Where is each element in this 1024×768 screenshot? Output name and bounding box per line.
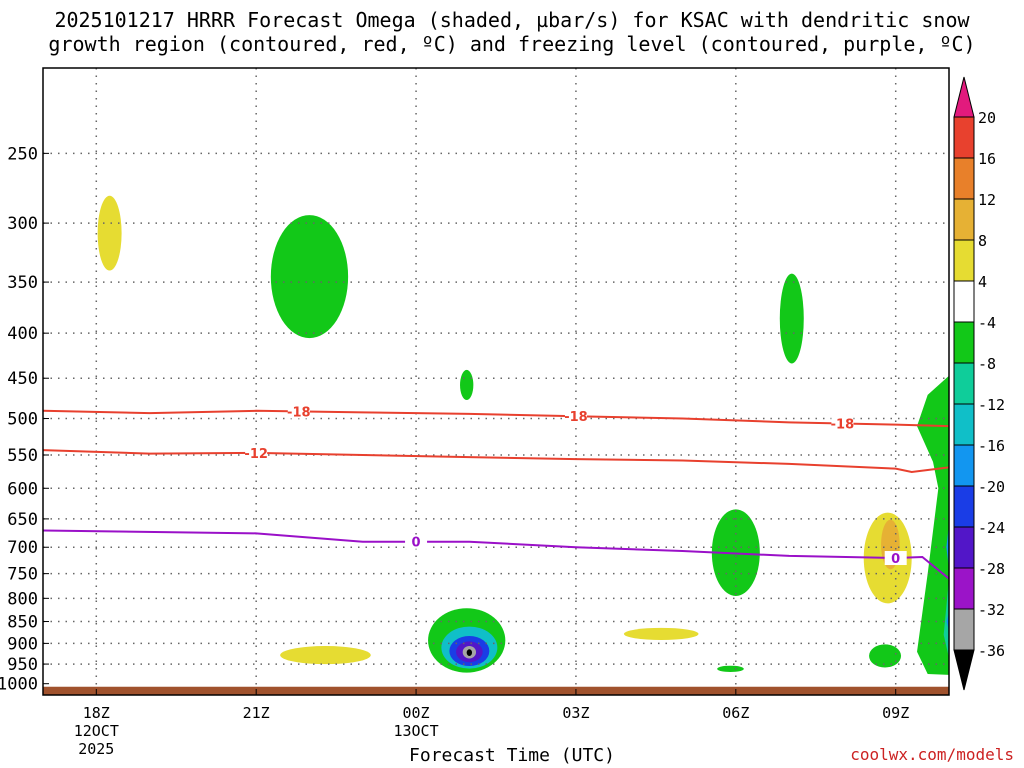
omega-colorbar: 20 16 12 8 4 -4 -8 -12 -16 -20 -24 -28 -32 -36 <box>953 76 1005 691</box>
omega-region-ascent-2300z-920 <box>280 646 371 665</box>
colorbar-label-7: -12 <box>978 396 1005 414</box>
colorbar-bin-6 <box>953 362 975 405</box>
colorbar-label-1: 16 <box>978 150 996 168</box>
omega-region-east-band-teal <box>943 461 949 658</box>
y-tick-label-900: 900 <box>7 634 38 654</box>
plot-frame <box>42 67 950 696</box>
colorbar-top-arrow <box>953 76 975 118</box>
colorbar-label-2: 12 <box>978 191 996 209</box>
colorbar-bin-12 <box>953 608 975 651</box>
y-tick-label-500: 500 <box>7 410 38 430</box>
contour-label-dgz-minus18-2: -18 <box>831 417 855 432</box>
ground-fill <box>43 686 949 695</box>
colorbar-bin-3 <box>953 239 975 282</box>
omega-region-descent-0100z-460 <box>460 369 474 401</box>
omega-region-descent-2330z-350 <box>270 215 349 339</box>
x-tick-label-03Z: 03Z <box>562 704 589 722</box>
contour-dgz-minus12 <box>43 449 949 474</box>
contour-label-freezing-level-0: 0 <box>412 536 421 551</box>
y-tick-label-650: 650 <box>7 510 38 530</box>
colorbar-bin-2 <box>953 198 975 241</box>
colorbar-bin-5 <box>953 321 975 364</box>
colorbar-bin-10 <box>953 526 975 569</box>
y-tick-label-1000: 1000 <box>0 675 38 695</box>
contour-label-bg-freezing-level-0 <box>405 534 428 549</box>
y-tick-label-600: 600 <box>7 479 38 499</box>
colorbar-label-13: -36 <box>978 642 1005 660</box>
contour-label-bg-dgz-minus18-2 <box>831 416 854 431</box>
y-tick-label-550: 550 <box>7 446 38 466</box>
contour-label-bg-dgz-minus12-0 <box>245 445 268 460</box>
colorbar-bin-9 <box>953 485 975 528</box>
y-tick-label-350: 350 <box>7 273 38 293</box>
colorbar-label-0: 20 <box>978 109 996 127</box>
contour-label-bg-dgz-minus18-1 <box>564 409 587 424</box>
x-tick-label-09Z: 09Z <box>882 704 909 722</box>
omega-region-ascent-0400z-880 <box>623 627 699 641</box>
colorbar-bin-7 <box>953 403 975 446</box>
colorbar-bin-0 <box>953 116 975 159</box>
contour-label-freezing-level-1: 0 <box>891 552 900 567</box>
colorbar-bin-1 <box>953 157 975 200</box>
colorbar-label-11: -28 <box>978 560 1005 578</box>
contour-label-dgz-minus12-0: -12 <box>244 447 268 462</box>
contour-label-dgz-minus18-1: -18 <box>564 410 588 425</box>
contour-label-bg-freezing-level-1 <box>884 551 907 566</box>
x-tick-label-06Z: 06Z <box>722 704 749 722</box>
colorbar-label-12: -32 <box>978 601 1005 619</box>
contour-label-bg-dgz-minus18-0 <box>287 404 310 419</box>
contour-label-dgz-minus18-0: -18 <box>287 405 311 420</box>
colorbar-label-4: 4 <box>978 273 987 291</box>
x-tick-date-18Z: 12OCT <box>74 722 119 740</box>
omega-region-descent-0100z-900-f <box>466 649 473 656</box>
y-tick-label-850: 850 <box>7 613 38 633</box>
colorbar-label-9: -20 <box>978 478 1005 496</box>
colorbar-bin-8 <box>953 444 975 487</box>
x-tick-date-00Z: 13OCT <box>393 722 438 740</box>
plot-area: -18 -18 -18 -12 0 0 <box>43 68 949 695</box>
colorbar-label-5: -4 <box>978 314 996 332</box>
y-tick-label-450: 450 <box>7 369 38 389</box>
y-tick-label-800: 800 <box>7 589 38 609</box>
x-tick-label-18Z: 18Z <box>83 704 110 722</box>
axes: 2503003504004505005506006507007508008509… <box>0 67 950 758</box>
x-tick-label-21Z: 21Z <box>243 704 270 722</box>
colorbar-label-3: 8 <box>978 232 987 250</box>
y-tick-label-700: 700 <box>7 538 38 558</box>
y-tick-label-400: 400 <box>7 324 38 344</box>
colorbar-label-10: -24 <box>978 519 1005 537</box>
colorbar-label-8: -16 <box>978 437 1005 455</box>
y-tick-label-950: 950 <box>7 655 38 675</box>
colorbar-bin-4 <box>953 280 975 323</box>
x-tick-label-00Z: 00Z <box>403 704 430 722</box>
omega-region-descent-0600z-960 <box>717 665 744 673</box>
colorbar-label-6: -8 <box>978 355 996 373</box>
y-tick-label-300: 300 <box>7 214 38 234</box>
contour-freezing-level <box>43 529 949 580</box>
source-credit[interactable]: coolwx.com/models <box>850 745 1014 764</box>
y-tick-label-250: 250 <box>7 144 38 164</box>
omega-region-descent-0700z-400 <box>779 273 804 364</box>
x-axis-title: Forecast Time (UTC) <box>409 745 615 766</box>
x-tick-year-18Z: 2025 <box>78 740 114 758</box>
colorbar-bottom-arrow <box>953 649 975 691</box>
chart-title-line1: 2025101217 HRRR Forecast Omega (shaded, … <box>54 8 970 32</box>
omega-region-ascent-1810z-300 <box>97 195 122 271</box>
omega-region-east-band-green <box>917 375 949 675</box>
chart-title-line2: growth region (contoured, red, ºC) and f… <box>48 32 976 56</box>
y-tick-label-750: 750 <box>7 565 38 585</box>
omega-region-descent-0900z-930 <box>869 644 902 668</box>
colorbar-bin-11 <box>953 567 975 610</box>
